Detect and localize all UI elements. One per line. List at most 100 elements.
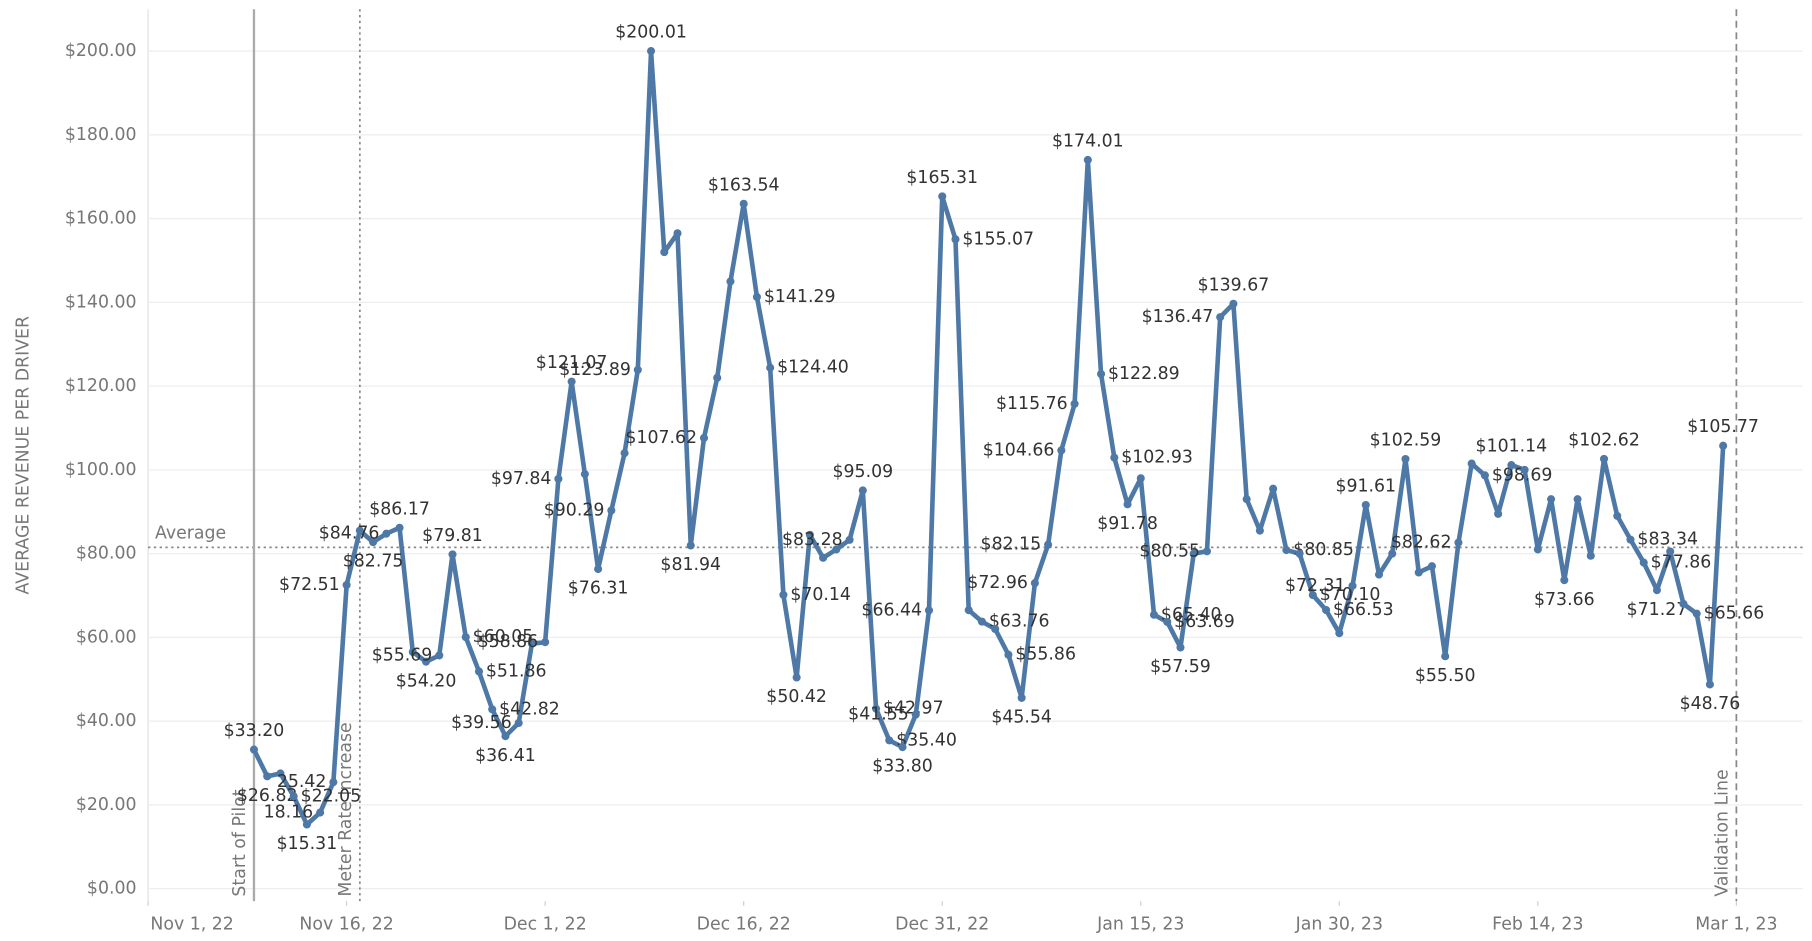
data-point [686, 541, 695, 550]
data-point [726, 277, 735, 286]
data-point [991, 624, 1000, 634]
data-point [1017, 693, 1026, 702]
data-point [1202, 547, 1211, 556]
data-label: $22.05 [301, 786, 362, 806]
data-point [885, 736, 894, 745]
data-point [1123, 500, 1132, 509]
data-label: $122.89 [1108, 364, 1180, 384]
data-label: $90.29 [544, 501, 605, 521]
data-point [1520, 465, 1529, 474]
data-point [474, 667, 484, 676]
x-tick-label: Feb 14, 23 [1492, 914, 1583, 934]
data-point [805, 530, 814, 539]
data-label: $65.66 [1704, 604, 1765, 624]
data-point [594, 565, 603, 574]
data-point [1613, 511, 1622, 520]
data-label: 18.16 [264, 803, 314, 823]
y-tick-label: $120.00 [65, 376, 137, 396]
data-label: $55.50 [1415, 666, 1476, 686]
data-point [1560, 576, 1569, 585]
x-tick-label: Dec 31, 22 [895, 914, 989, 934]
data-label: $121.07 [536, 353, 608, 373]
y-tick-label: $20.00 [76, 795, 137, 815]
data-point [1427, 562, 1437, 571]
reference-label: Validation Line [1713, 769, 1733, 896]
y-tick-label: $200.00 [65, 41, 137, 61]
data-point [276, 769, 285, 778]
reference-label: Start of Pilot [230, 789, 250, 896]
y-tick-label: $160.00 [65, 209, 137, 229]
data-point [1189, 549, 1198, 558]
data-label: $83.34 [1637, 530, 1698, 550]
data-label: $57.59 [1150, 657, 1211, 677]
data-label: $79.81 [422, 526, 483, 546]
data-label: $98.69 [1492, 465, 1553, 485]
data-point [541, 638, 550, 647]
data-label: $102.62 [1568, 430, 1640, 450]
data-point [1269, 484, 1278, 493]
data-point [739, 199, 748, 208]
data-label: $39.56 [451, 713, 512, 733]
data-point [1547, 495, 1556, 504]
data-point [779, 590, 788, 599]
data-label: $26.82 [237, 786, 298, 806]
y-tick-label: $60.00 [76, 627, 137, 647]
data-point [673, 229, 682, 238]
data-point [1242, 495, 1251, 504]
data-label: $48.76 [1680, 694, 1741, 714]
x-tick-label: Dec 16, 22 [697, 914, 791, 934]
data-point [448, 550, 457, 559]
data-point [1176, 643, 1185, 652]
data-point [872, 704, 881, 713]
data-point [1388, 549, 1397, 558]
data-label: $66.44 [861, 600, 922, 620]
data-point [1374, 570, 1384, 579]
data-point [607, 506, 616, 515]
data-point [858, 486, 867, 495]
data-point [1348, 581, 1357, 590]
series-line [251, 48, 1726, 827]
data-label: $80.55 [1139, 541, 1200, 561]
data-label: $35.40 [896, 730, 957, 750]
data-label: $15.31 [277, 834, 338, 854]
data-label: $66.53 [1333, 600, 1394, 620]
data-label: $80.85 [1293, 540, 1354, 560]
data-point [1666, 547, 1675, 556]
data-point [316, 808, 325, 817]
data-point [1216, 313, 1225, 322]
data-point [792, 673, 801, 682]
data-label: $139.67 [1198, 275, 1270, 295]
data-point [1004, 650, 1013, 659]
data-point [1573, 495, 1582, 504]
data-label: $72.31 [1285, 576, 1346, 596]
data-label: $55.69 [372, 645, 433, 665]
y-tick-label: $180.00 [65, 125, 137, 145]
data-point [1255, 526, 1264, 535]
data-label: $102.59 [1370, 431, 1442, 451]
data-point [1480, 471, 1489, 480]
data-point [435, 651, 444, 660]
data-label: $65.40 [1161, 605, 1222, 625]
data-point [1533, 545, 1542, 554]
data-point [1454, 538, 1463, 547]
data-label: $63.69 [1174, 612, 1235, 632]
data-label: $72.96 [967, 573, 1028, 593]
data-point [1599, 454, 1609, 463]
data-point [911, 710, 920, 719]
data-point [501, 732, 510, 741]
data-point [699, 433, 709, 443]
data-point [527, 639, 536, 648]
data-point [1308, 591, 1317, 600]
data-point [1705, 680, 1714, 689]
data-point [263, 772, 272, 781]
data-label: $95.09 [832, 462, 893, 482]
x-tick-label: Jan 15, 23 [1096, 914, 1184, 934]
data-point [819, 553, 828, 562]
data-label: $42.82 [499, 699, 560, 719]
data-label: $107.62 [625, 428, 697, 448]
data-point [421, 657, 431, 666]
data-point [1467, 459, 1476, 468]
data-label: $174.01 [1052, 131, 1124, 151]
data-label: $50.42 [766, 687, 827, 707]
